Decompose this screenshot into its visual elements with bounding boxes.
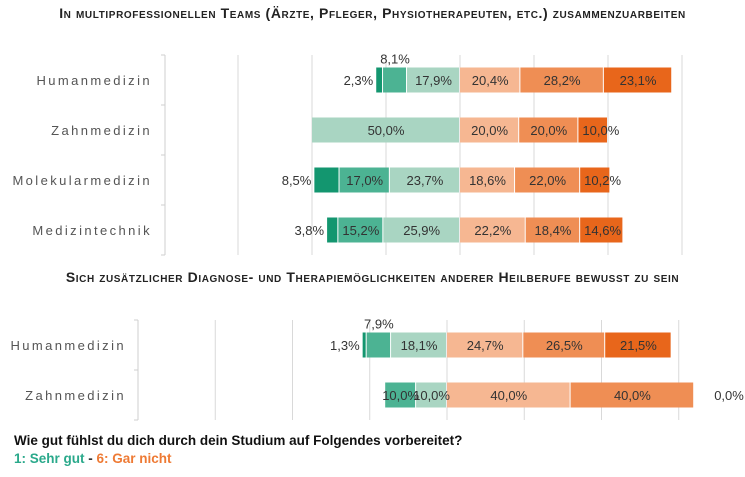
data-label: 2,3% (344, 73, 374, 88)
data-label: 21,5% (620, 338, 657, 353)
data-label: 18,6% (469, 173, 506, 188)
scale-bad-label: 6: Gar nicht (96, 451, 172, 466)
bar-segment-level-4 (460, 117, 519, 143)
bar-segment-level-1 (362, 332, 366, 358)
data-label: 0,0% (714, 388, 744, 403)
bar-segment-level-6 (603, 67, 672, 93)
data-label: 3,8% (294, 223, 324, 238)
bar-segment-level-1 (327, 217, 338, 243)
scale-separator: - (84, 451, 97, 466)
data-label: 28,2% (544, 73, 581, 88)
bar-segment-level-3 (383, 217, 459, 243)
data-label: 18,1% (401, 338, 438, 353)
bar-segment-level-2 (385, 382, 416, 408)
bar-segment-level-1 (314, 167, 339, 193)
chart-1-title: In multiprofessionellen Teams (Ärzte, Pf… (59, 5, 686, 21)
data-label: 20,0% (530, 123, 567, 138)
data-label: 20,0% (471, 123, 508, 138)
bar-segment-level-4 (460, 217, 525, 243)
data-label: 20,4% (472, 73, 509, 88)
data-label: 22,2% (474, 223, 511, 238)
bar-segment-level-6 (605, 332, 671, 358)
bar-segment-level-4 (460, 167, 515, 193)
data-label: 10,2% (584, 173, 621, 188)
data-label: 8,5% (282, 173, 312, 188)
data-label: 26,5% (546, 338, 583, 353)
bar-segment-level-2 (366, 332, 391, 358)
bar-segment-level-2 (338, 217, 383, 243)
bar-segment-level-4 (447, 382, 570, 408)
scale-good-label: 1: Sehr gut (14, 451, 85, 466)
category-label: Zahnmedizin (25, 388, 126, 403)
data-label: 14,6% (584, 223, 621, 238)
data-label: 8,1% (380, 52, 410, 67)
bar-segment-level-5 (570, 382, 694, 408)
data-label: 10,0% (413, 388, 450, 403)
bar-segment-level-5 (523, 332, 605, 358)
category-label: Humanmedizin (36, 73, 152, 88)
bar-segment-level-3 (407, 67, 459, 93)
bar-segment-level-5 (515, 167, 580, 193)
category-label: Medizintechnik (32, 223, 152, 238)
bar-segment-level-6 (578, 117, 607, 143)
bar-segment-level-2 (383, 67, 407, 93)
bar-segment-level-4 (460, 67, 520, 93)
data-label: 40,0% (614, 388, 651, 403)
data-label: 24,7% (467, 338, 504, 353)
bar-segment-level-6 (580, 217, 623, 243)
data-label: 17,0% (346, 173, 383, 188)
data-label: 1,3% (330, 338, 360, 353)
bar-segment-level-3 (312, 117, 459, 143)
survey-question: Wie gut fühlst du dich durch dein Studiu… (14, 433, 463, 448)
bar-segment-level-3 (391, 332, 446, 358)
data-label: 10,0% (582, 123, 619, 138)
data-label: 50,0% (368, 123, 405, 138)
bar-segment-level-3 (416, 382, 446, 408)
data-label: 18,4% (535, 223, 572, 238)
scale-legend: 1: Sehr gut - 6: Gar nicht (14, 451, 172, 466)
data-label: 22,0% (529, 173, 566, 188)
data-label: 7,9% (364, 317, 394, 332)
data-label: 25,9% (403, 223, 440, 238)
category-label: Molekularmedizin (12, 173, 152, 188)
data-label: 23,7% (406, 173, 443, 188)
bar-segment-level-2 (339, 167, 389, 193)
data-label: 15,2% (342, 223, 379, 238)
bar-segment-level-1 (376, 67, 383, 93)
bar-segment-level-5 (519, 117, 578, 143)
data-label: 23,1% (620, 73, 657, 88)
data-label: 17,9% (415, 73, 452, 88)
category-label: Zahnmedizin (51, 123, 152, 138)
bar-segment-level-5 (525, 217, 580, 243)
bar-segment-level-5 (520, 67, 603, 93)
bar-segment-level-6 (580, 167, 610, 193)
chart-2-title: Sich zusätzlicher Diagnose- und Therapie… (65, 269, 680, 285)
bar-segment-level-3 (389, 167, 459, 193)
category-label: Humanmedizin (10, 338, 126, 353)
bar-segment-level-4 (447, 332, 523, 358)
data-label: 40,0% (490, 388, 527, 403)
data-label: 10,0% (382, 388, 419, 403)
